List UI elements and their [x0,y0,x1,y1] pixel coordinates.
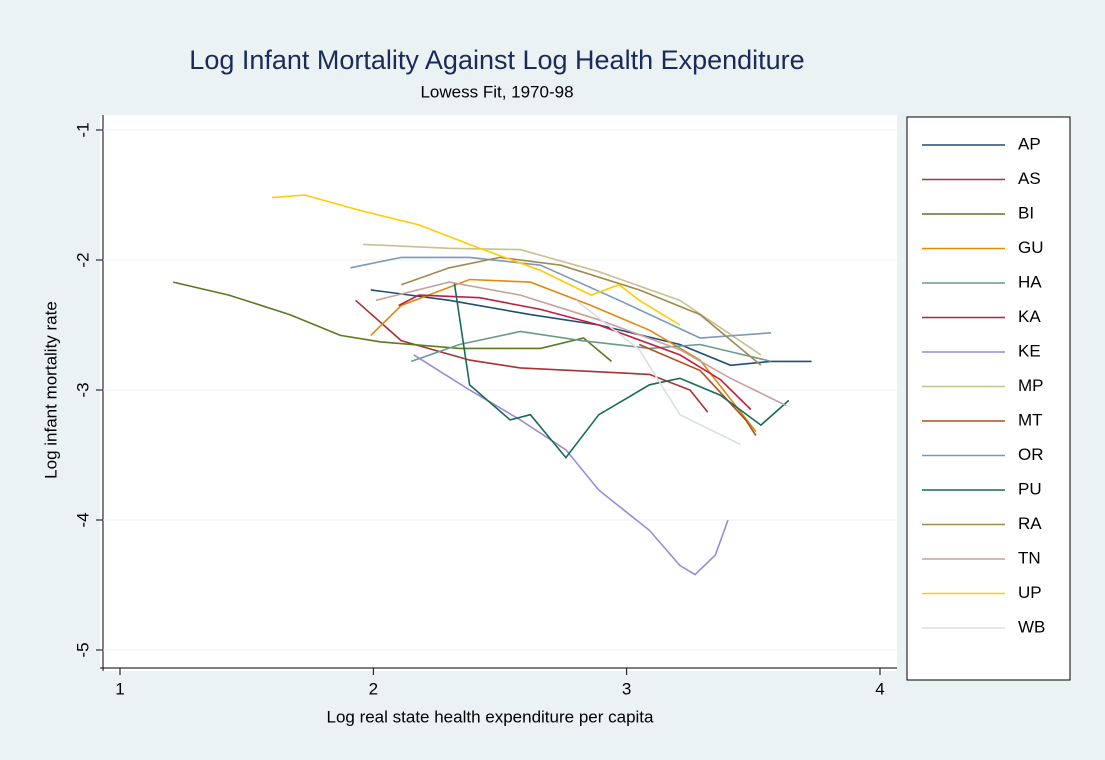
y-tick-label: -1 [73,122,92,137]
legend-label: PU [1018,479,1042,498]
series-line [350,256,772,339]
chart-title: Log Infant Mortality Against Log Health … [189,45,804,75]
legend-label: BI [1018,203,1034,222]
series-line [413,354,729,576]
y-tick-label: -3 [73,382,92,397]
series-line [370,278,757,433]
series-line [400,256,762,366]
series-line [375,281,787,407]
series-line [453,283,790,459]
series-line [575,299,742,446]
legend-label: WB [1018,617,1045,636]
legend-box [906,116,1071,681]
x-tick-label: 3 [622,679,631,698]
y-axis-label: Log infant mortality rate [41,301,60,479]
legend-label: OR [1018,445,1044,464]
y-tick-label: -5 [73,642,92,657]
series-line [411,330,772,363]
legend-label: KA [1018,307,1041,326]
legend-label: MT [1018,410,1043,429]
legend-label: RA [1018,514,1042,533]
y-tick-label: -2 [73,252,92,267]
y-tick-label: -4 [73,512,92,527]
series-line [363,243,762,356]
plot-area [100,115,897,671]
x-tick-label: 2 [369,679,378,698]
x-axis-label: Log real state health expenditure per ca… [326,707,654,726]
series-line [398,294,752,411]
legend-label: AS [1018,169,1041,188]
legend-label: HA [1018,272,1042,291]
x-tick-label: 1 [115,679,124,698]
chart-subtitle: Lowess Fit, 1970-98 [420,82,573,101]
series-line [638,343,757,436]
legend-label: UP [1018,583,1042,602]
series-line [271,194,681,326]
legend-label: KE [1018,341,1041,360]
legend-label: MP [1018,376,1044,395]
legend-label: GU [1018,238,1044,257]
x-tick-label: 4 [875,679,884,698]
legend-label: TN [1018,548,1041,567]
legend-label: AP [1018,134,1041,153]
series-line [173,281,613,363]
